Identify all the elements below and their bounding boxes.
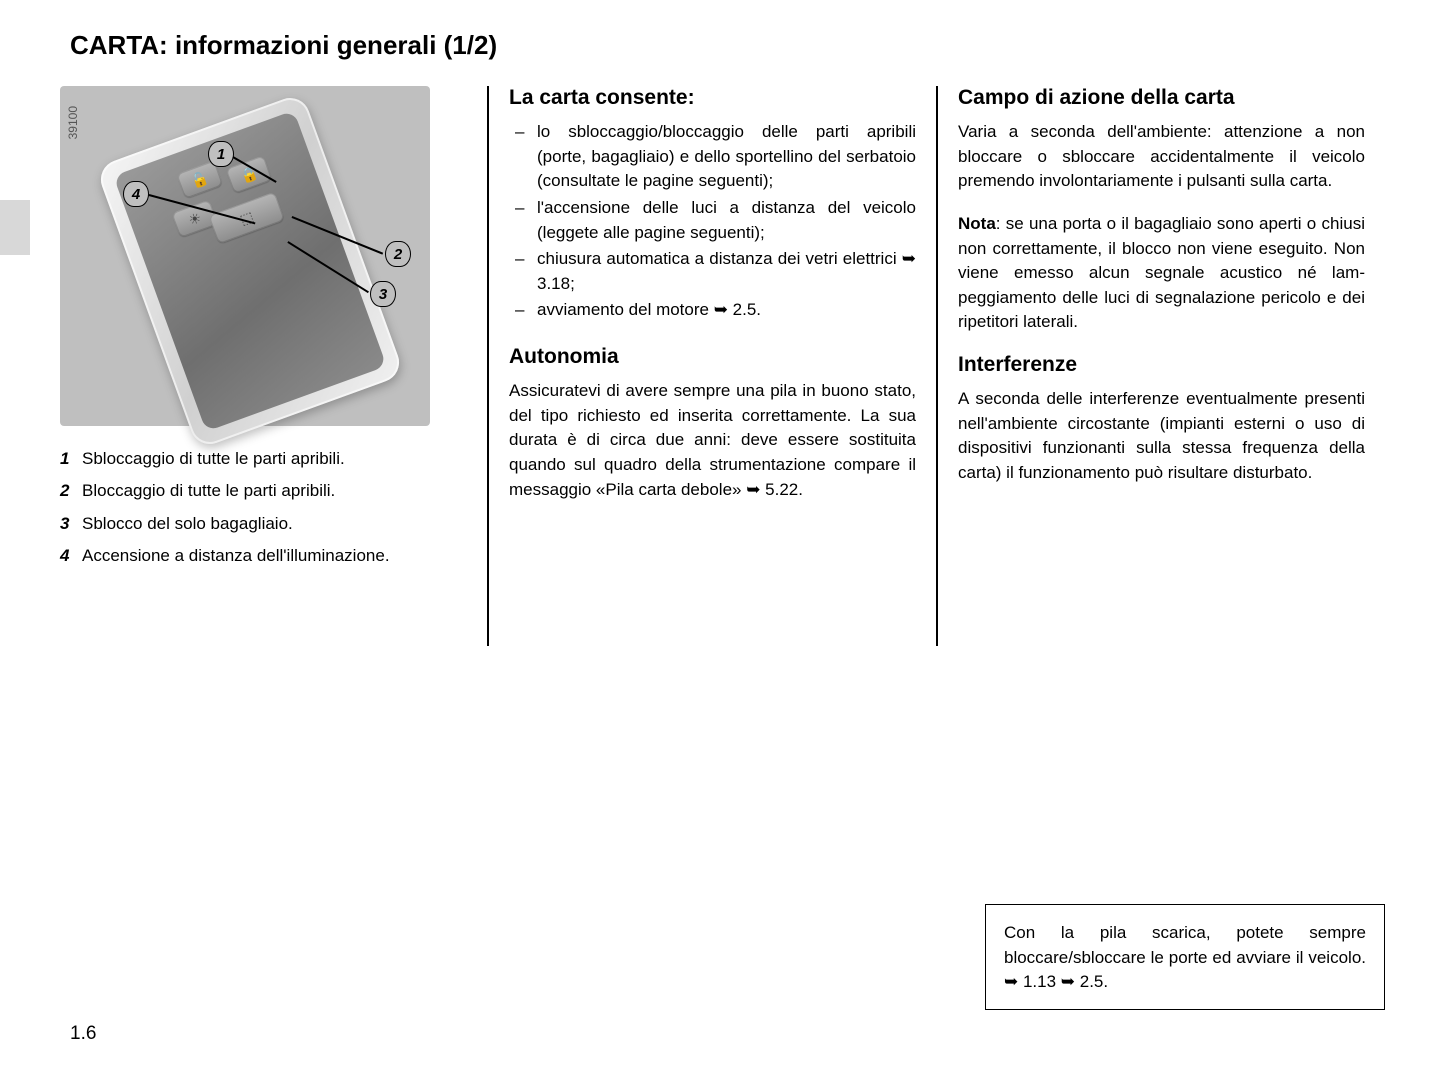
list-item: l'accensione delle luci a distanza del v… xyxy=(509,196,916,245)
heading-card-allows: La carta consente: xyxy=(509,86,916,110)
callout-label: 1 xyxy=(208,141,234,167)
legend-item: 1Sbloccaggio di tutte le parti apribili. xyxy=(60,446,467,472)
autonomy-paragraph: Assicuratevi di avere sempre una pila in… xyxy=(509,379,916,502)
columns: 39100 🔓 🔒 ☀ ⬚ 1423 1Sbloccaggio di tutte… xyxy=(60,86,1385,646)
heading-autonomy: Autonomia xyxy=(509,345,916,369)
range-paragraph: Varia a seconda dell'ambiente: atten­zio… xyxy=(958,120,1365,194)
legend-item: 4Accensione a distanza dell'illumina­zio… xyxy=(60,543,467,569)
manual-page: CARTA: informazioni generali (1/2) 39100… xyxy=(0,0,1445,1070)
note-label: Nota xyxy=(958,214,996,233)
page-title: CARTA: informazioni generali (1/2) xyxy=(70,30,1385,61)
callout-label: 2 xyxy=(385,241,411,267)
list-item: chiusura automatica a distanza dei vetri… xyxy=(509,247,916,296)
heading-interference: Interferenze xyxy=(958,353,1365,377)
legend-number: 2 xyxy=(60,478,82,504)
legend-item: 2Bloccaggio di tutte le parti apribili. xyxy=(60,478,467,504)
key-card-body: 🔓 🔒 ☀ ⬚ xyxy=(95,92,404,449)
interference-paragraph: A seconda delle interferenze eventual­me… xyxy=(958,387,1365,486)
card-functions-list: lo sbloccaggio/bloccaggio delle parti ap… xyxy=(509,120,916,323)
legend-text: Accensione a distanza dell'illumina­zion… xyxy=(82,543,390,569)
list-item: avviamento del motore ➥ 2.5. xyxy=(509,298,916,323)
callout-label: 4 xyxy=(123,181,149,207)
legend-text: Bloccaggio di tutte le parti apribili. xyxy=(82,478,335,504)
column-1: 39100 🔓 🔒 ☀ ⬚ 1423 1Sbloccaggio di tutte… xyxy=(60,86,487,646)
trunk-icon: ⬚ xyxy=(209,192,285,244)
legend-text: Sblocco del solo bagagliaio. xyxy=(82,511,293,537)
note-paragraph: Nota: se una porta o il bagagliaio sono … xyxy=(958,212,1365,335)
legend-text: Sbloccaggio di tutte le parti apribili. xyxy=(82,446,345,472)
legend-number: 1 xyxy=(60,446,82,472)
legend-list: 1Sbloccaggio di tutte le parti apribili.… xyxy=(60,446,467,569)
column-2: La carta consente: lo sbloccaggio/blocca… xyxy=(489,86,936,646)
legend-number: 4 xyxy=(60,543,82,569)
boxed-note-text: Con la pila scarica, potete sempre blocc… xyxy=(1004,923,1366,991)
page-number: 1.6 xyxy=(70,1023,96,1045)
note-text: : se una porta o il bagagliaio sono aper… xyxy=(958,214,1365,332)
list-item: lo sbloccaggio/bloccaggio delle parti ap… xyxy=(509,120,916,194)
key-card-illustration: 39100 🔓 🔒 ☀ ⬚ 1423 xyxy=(60,86,430,426)
boxed-note: Con la pila scarica, potete sempre blocc… xyxy=(985,904,1385,1010)
legend-number: 3 xyxy=(60,511,82,537)
side-tab xyxy=(0,200,30,255)
image-reference-number: 39100 xyxy=(66,106,80,139)
heading-range: Campo di azione della carta xyxy=(958,86,1365,110)
column-3: Campo di azione della carta Varia a seco… xyxy=(938,86,1385,646)
legend-item: 3Sblocco del solo bagagliaio. xyxy=(60,511,467,537)
callout-label: 3 xyxy=(370,281,396,307)
